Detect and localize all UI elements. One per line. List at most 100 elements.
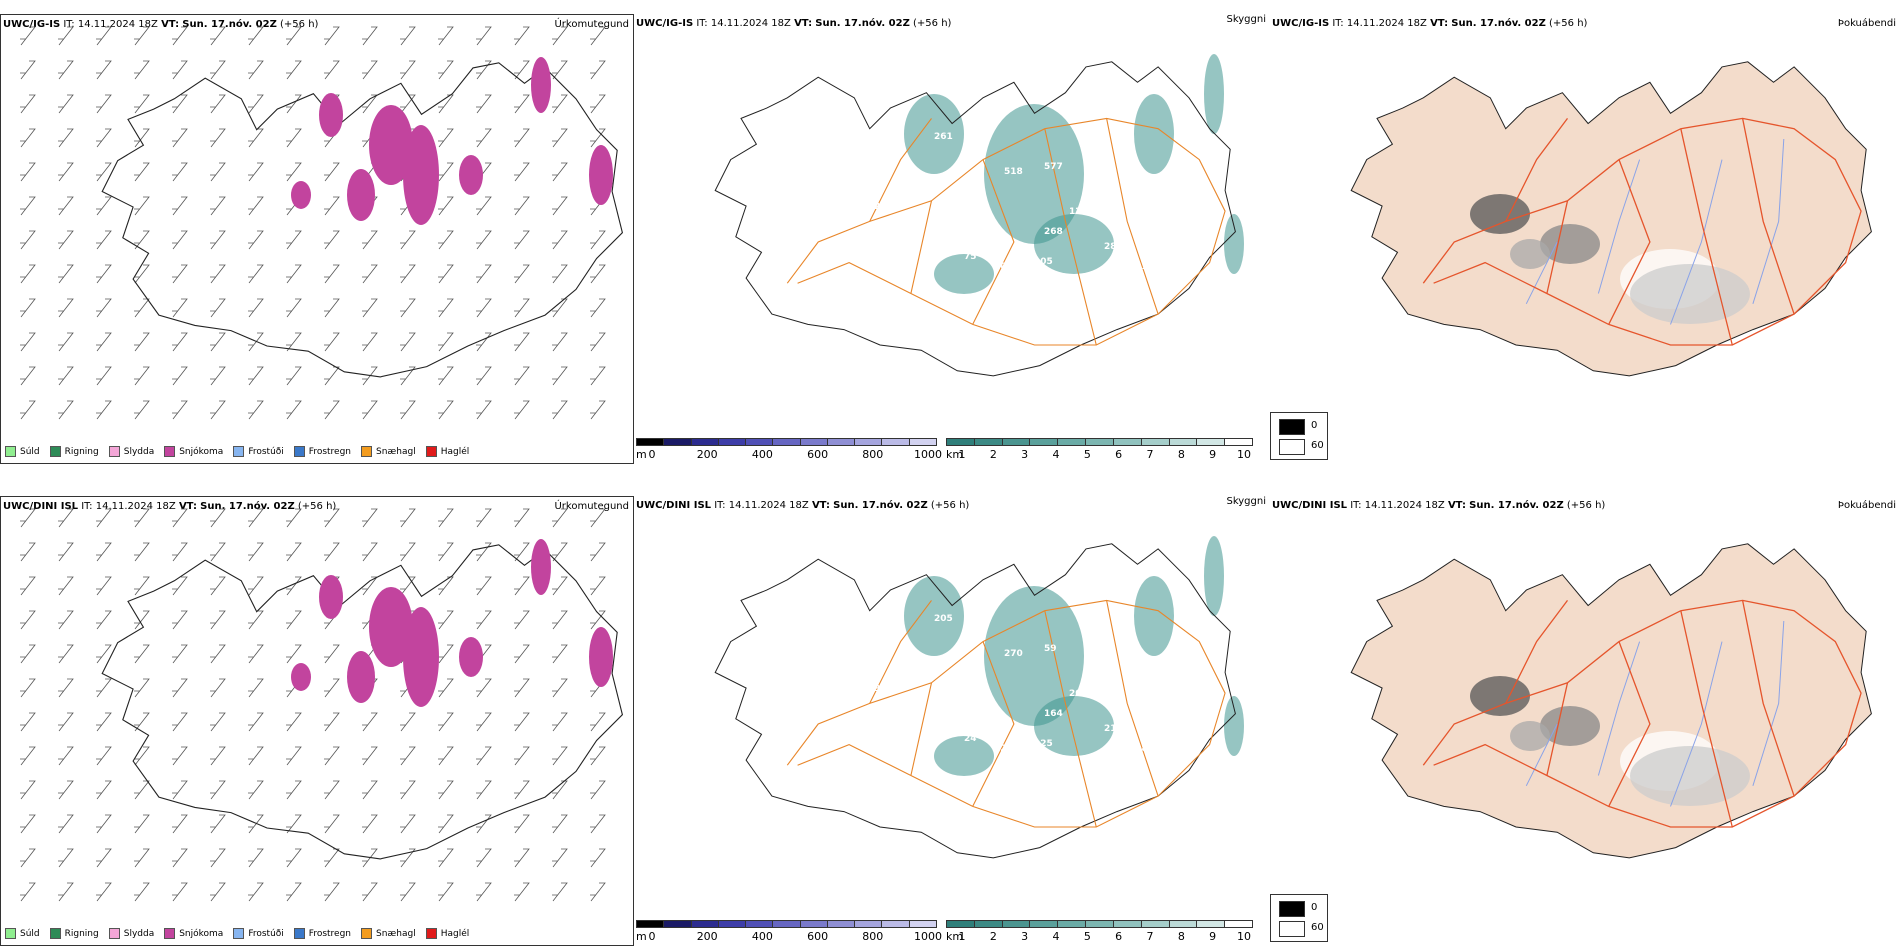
wind-barb: [590, 610, 606, 630]
wind-barb: [58, 882, 74, 902]
snow-cell: [403, 607, 439, 707]
wind-barb: [552, 746, 568, 766]
cloud-swatch: [1279, 419, 1305, 435]
legend-swatch: [425, 446, 437, 457]
wind-barb: [286, 780, 302, 800]
legend-label: Snæhagl: [376, 446, 416, 457]
wind-barb: [400, 848, 416, 868]
wind-barb: [286, 60, 302, 80]
wind-barb: [210, 332, 226, 352]
wind-barb: [172, 508, 188, 528]
wind-barb: [96, 60, 112, 80]
iceland-land: [1350, 543, 1872, 859]
wind-barb: [172, 610, 188, 630]
wind-barb: [400, 542, 416, 562]
wind-barb: [476, 678, 492, 698]
wind-barb: [552, 814, 568, 834]
visibility-value: 59: [1044, 644, 1057, 654]
iceland-outline: [714, 61, 1236, 377]
wind-barb: [172, 400, 188, 420]
wind-barb: [172, 264, 188, 284]
colorbar-segment: [1196, 920, 1226, 928]
low-visibility-cell: [984, 586, 1084, 726]
snow-cell: [589, 145, 613, 205]
wind-barb: [248, 162, 264, 182]
wind-barb: [20, 60, 36, 80]
wind-barb: [400, 746, 416, 766]
wind-barb: [96, 264, 112, 284]
road-line: [1680, 610, 1733, 828]
wind-barb: [134, 366, 150, 386]
visibility-value: 120: [1069, 207, 1088, 217]
road-network: [1422, 599, 1862, 828]
colorbar-segment: [799, 438, 828, 446]
low-visibility-cell: [1204, 536, 1224, 616]
wind-barb: [20, 508, 36, 528]
wind-barb: [400, 366, 416, 386]
low-visibility-cell: [1034, 214, 1114, 274]
wind-barb: [96, 712, 112, 732]
wind-barb: [324, 60, 340, 80]
wind-barb: [400, 508, 416, 528]
colorbar-segment: [1057, 438, 1087, 446]
wind-barb: [514, 60, 530, 80]
wind-barb: [438, 298, 454, 318]
wind-barb: [590, 230, 606, 250]
wind-barb: [96, 366, 112, 386]
legend-label: Snjókoma: [179, 446, 224, 457]
wind-barb: [476, 712, 492, 732]
colorbar-tick: 8: [1177, 448, 1185, 461]
wind-barb: [476, 400, 492, 420]
colorbar-tick: 4: [1052, 930, 1060, 943]
low-visibility-areas: [904, 54, 1244, 294]
wind-barb: [58, 848, 74, 868]
legend-swatch: [164, 928, 176, 939]
fog-index-map: [1350, 543, 1872, 859]
wind-barb: [514, 26, 530, 46]
wind-barb: [286, 644, 302, 664]
legend-swatch: [164, 446, 176, 457]
wind-barb: [58, 746, 74, 766]
legend-label: Rigning: [64, 928, 99, 939]
wind-barb: [172, 94, 188, 114]
visibility-value: 209: [1069, 689, 1088, 699]
wind-barb: [590, 94, 606, 114]
visibility-value: 433: [1084, 674, 1103, 684]
legend-item: Frostúði: [233, 446, 284, 457]
legend-item: Rigning: [49, 446, 99, 457]
colorbar-segment: [1085, 920, 1114, 928]
river-line: [1670, 641, 1723, 807]
colorbar-unit: m: [636, 448, 647, 461]
wind-barb: [58, 196, 74, 216]
wind-barb: [210, 576, 226, 596]
wind-barb: [96, 298, 112, 318]
precip-type-legend: Súld Rigning Slydda Snjókoma Frostúði Frostre…: [5, 446, 469, 457]
precip-panel-row1: UWC/IG-IS IT: 14.11.2024 18Z VT: Sun. 17…: [0, 14, 634, 464]
legend-item: Snjókoma: [164, 446, 223, 457]
wind-barb: [552, 230, 568, 250]
wind-barb: [210, 882, 226, 902]
colorbar-segment: [973, 438, 1003, 446]
wind-barb: [286, 162, 302, 182]
road-network: [786, 117, 1226, 346]
wind-barb: [172, 230, 188, 250]
wind-barb: [514, 264, 530, 284]
visibility-value: 164: [1044, 709, 1063, 719]
wind-barb: [324, 366, 340, 386]
wind-barb: [286, 264, 302, 284]
colorbar-segment: [854, 920, 883, 928]
fog-cell: [1510, 239, 1550, 269]
legend-label: Slydda: [123, 446, 155, 457]
panel-header: UWC/IG-IS IT: 14.11.2024 18Z VT: Sun. 17…: [3, 19, 319, 30]
visibility-panel-row2: UWC/DINI ISL IT: 14.11.2024 18Z VT: Sun.…: [634, 496, 1270, 946]
low-visibility-cell: [1204, 54, 1224, 134]
colorbar-segment: [690, 438, 719, 446]
cloud-value: 60: [1311, 922, 1324, 933]
colorbar-segment: [772, 920, 801, 928]
cloud-legend: 0 60: [1270, 412, 1328, 460]
road-line: [1505, 118, 1569, 222]
legend-swatch: [5, 928, 16, 939]
wind-barb: [590, 814, 606, 834]
legend-item: Snæhagl: [361, 928, 416, 939]
legend-label: Frostúði: [248, 446, 284, 457]
